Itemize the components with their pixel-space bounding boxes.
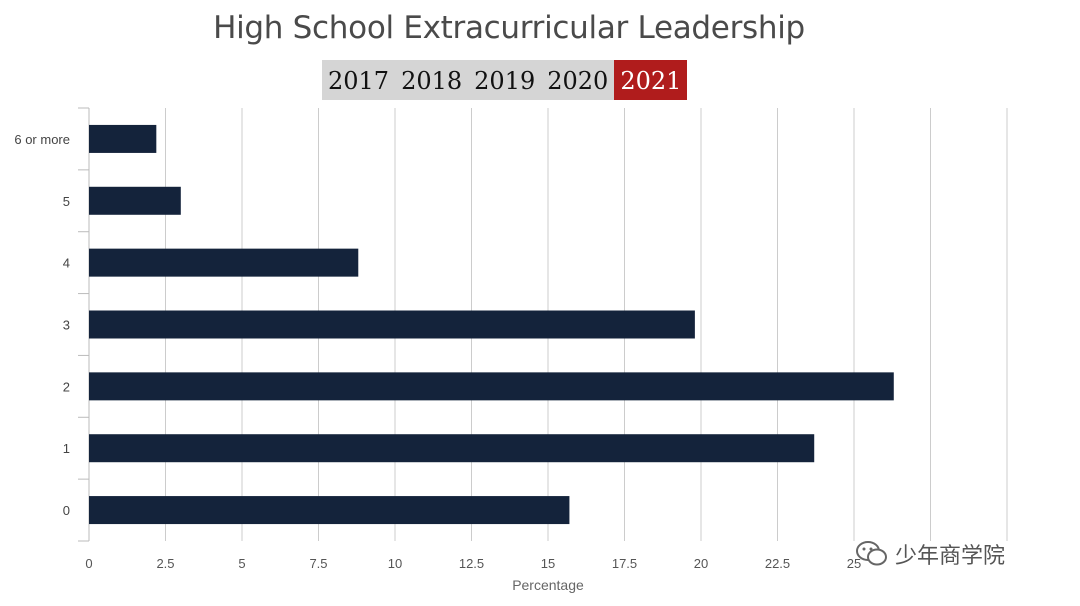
bar-3 — [89, 310, 695, 339]
y-axis-labels: 0 1 2 3 4 5 6 or more — [14, 132, 70, 518]
year-tab-2018[interactable]: 2018 — [401, 67, 463, 95]
bar-2 — [89, 372, 894, 401]
y-tick-label: 5 — [63, 194, 70, 209]
x-tick-label: 20 — [694, 556, 708, 571]
y-tick-label: 4 — [63, 256, 70, 271]
bars — [89, 124, 894, 525]
bar-0 — [89, 496, 570, 525]
year-tabs: 2017 2018 2019 2020 2021 — [322, 60, 688, 100]
x-tick-label: 12.5 — [459, 556, 484, 571]
x-tick-label: 25 — [847, 556, 861, 571]
wechat-icon — [856, 541, 887, 566]
watermark-text: 少年商学院 — [895, 543, 1006, 568]
y-axis-ticks — [78, 107, 89, 542]
bar-4 — [89, 248, 359, 277]
y-tick-label: 1 — [63, 441, 70, 456]
y-tick-label: 0 — [63, 503, 70, 518]
year-tab-2021[interactable]: 2021 — [614, 60, 688, 100]
year-tab-2020[interactable]: 2020 — [547, 67, 609, 95]
x-axis-labels: 0 2.5 5 7.5 10 12.5 15 17.5 20 22.5 25 — [85, 556, 861, 571]
bar-5 — [89, 186, 181, 215]
year-tab-2017[interactable]: 2017 — [328, 67, 390, 95]
x-axis-title: Percentage — [512, 577, 584, 593]
x-tick-label: 2.5 — [156, 556, 174, 571]
x-tick-label: 10 — [388, 556, 402, 571]
bar-1 — [89, 434, 815, 463]
watermark: 少年商学院 — [855, 538, 1005, 570]
x-tick-label: 7.5 — [309, 556, 327, 571]
x-tick-label: 17.5 — [612, 556, 637, 571]
x-tick-label: 0 — [85, 556, 92, 571]
year-tab-2019[interactable]: 2019 — [474, 67, 536, 95]
y-tick-label: 6 or more — [14, 132, 70, 147]
chart-title: High School Extracurricular Leadership — [213, 10, 805, 46]
y-tick-label: 2 — [63, 379, 70, 394]
x-tick-label: 22.5 — [765, 556, 790, 571]
y-tick-label: 3 — [63, 318, 70, 333]
bar-6-or-more — [89, 124, 157, 153]
x-tick-label: 15 — [541, 556, 555, 571]
x-tick-label: 5 — [238, 556, 245, 571]
